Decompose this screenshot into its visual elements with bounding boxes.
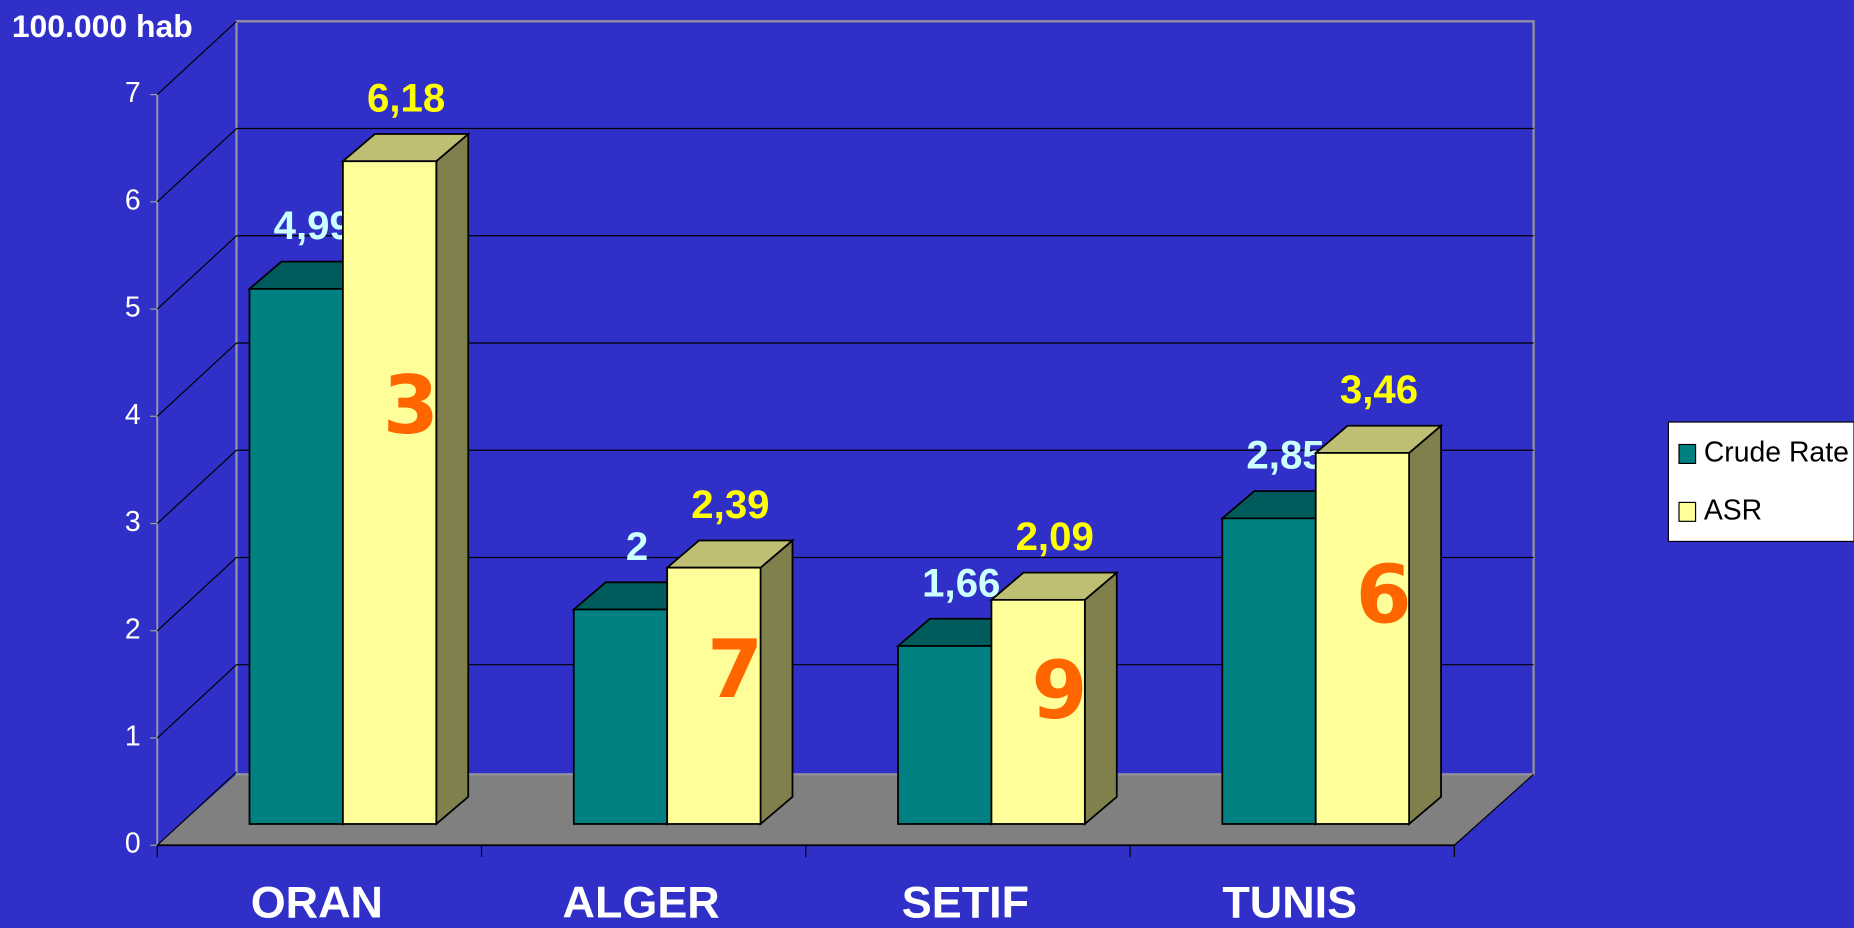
y-tick-label: 4 bbox=[125, 399, 141, 431]
bar bbox=[666, 566, 762, 825]
data-label: 2,39 bbox=[691, 482, 769, 527]
legend-marker bbox=[1678, 501, 1697, 522]
annotation: 3 bbox=[383, 358, 439, 452]
y-tick-label: 7 bbox=[125, 77, 141, 109]
bar bbox=[248, 287, 344, 825]
y-tick-label: 1 bbox=[125, 721, 141, 753]
floor-edge bbox=[1453, 773, 1534, 846]
legend-box bbox=[1667, 421, 1854, 543]
y-tick-label: 5 bbox=[125, 292, 141, 324]
bar-side bbox=[759, 538, 794, 826]
legend-marker bbox=[1678, 443, 1697, 464]
y-tick-label: 0 bbox=[125, 828, 141, 860]
side-grid-line bbox=[156, 342, 237, 417]
annotation: 9 bbox=[1031, 643, 1087, 737]
data-label: 2 bbox=[626, 524, 648, 569]
bar-side bbox=[435, 132, 470, 826]
y-tick-label: 2 bbox=[125, 613, 141, 645]
y-tick-label: 6 bbox=[125, 184, 141, 216]
data-label: 4,99 bbox=[274, 203, 352, 248]
bar bbox=[897, 645, 993, 825]
annotation: 7 bbox=[707, 622, 763, 716]
bar bbox=[572, 608, 669, 825]
data-label: 1,66 bbox=[922, 560, 1000, 605]
side-grid-line bbox=[156, 771, 237, 846]
x-tick-label: ALGER bbox=[563, 876, 720, 927]
bar bbox=[342, 160, 438, 825]
bar bbox=[1221, 517, 1317, 825]
side-grid-line bbox=[156, 128, 237, 203]
bar-side bbox=[1408, 423, 1442, 826]
side-grid-line bbox=[156, 449, 237, 524]
data-label: 2,09 bbox=[1016, 514, 1094, 559]
data-label: 3,46 bbox=[1340, 367, 1418, 412]
side-grid-line bbox=[156, 664, 237, 739]
y-tick-label: 3 bbox=[125, 506, 141, 538]
legend-label: Crude Rate bbox=[1704, 436, 1849, 468]
side-grid-line bbox=[156, 235, 237, 310]
floor bbox=[157, 774, 1534, 846]
bar bbox=[1314, 452, 1411, 825]
legend bbox=[1667, 421, 1854, 543]
data-label: 2,85 bbox=[1246, 433, 1324, 478]
side-grid-line bbox=[156, 557, 237, 632]
x-tick-label: TUNIS bbox=[1222, 876, 1357, 927]
x-tick-label: ORAN bbox=[251, 876, 383, 927]
bar bbox=[990, 598, 1086, 825]
data-label: 6,18 bbox=[367, 76, 445, 121]
y-axis-label: 100.000 hab bbox=[12, 8, 193, 44]
bar-side bbox=[1083, 570, 1118, 826]
back-wall bbox=[235, 20, 1535, 776]
x-tick-label: SETIF bbox=[902, 876, 1029, 927]
legend-label: ASR bbox=[1704, 494, 1762, 526]
annotation: 6 bbox=[1356, 547, 1412, 641]
side-grid-line bbox=[156, 20, 237, 96]
